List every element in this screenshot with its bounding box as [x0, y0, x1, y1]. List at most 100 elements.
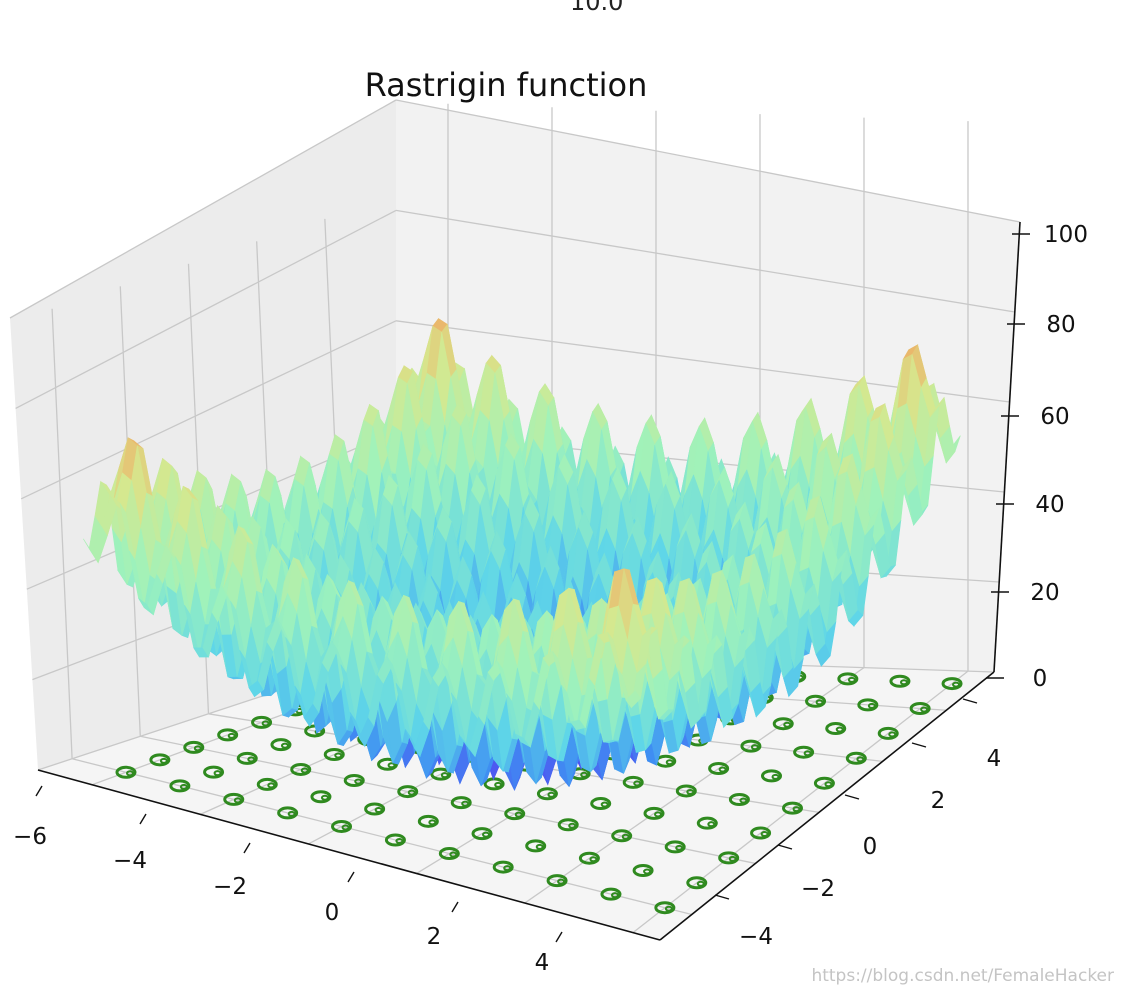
x-tick-label: 4: [535, 950, 550, 976]
contour-ring: [793, 745, 815, 759]
contour-ring: [514, 811, 523, 818]
contour-ring: [760, 830, 769, 837]
contour-ring: [440, 772, 449, 779]
contour-ring: [334, 752, 343, 759]
contour-ring: [600, 801, 609, 808]
contour-ring: [428, 819, 437, 826]
surface-facet: [625, 690, 641, 709]
contour-ring: [654, 901, 676, 915]
contour-ring: [304, 724, 326, 738]
grid-line-x-floor: [632, 670, 969, 934]
floor-pane: [38, 652, 994, 940]
contour-ring: [771, 773, 780, 780]
contour-ring: [899, 679, 908, 686]
contour-ring: [364, 802, 386, 816]
contour-ring: [633, 780, 642, 787]
contour-ring: [707, 821, 716, 828]
contour-ring: [310, 790, 332, 804]
z-tick-label: 40: [1035, 492, 1064, 518]
contour-ring: [395, 838, 404, 845]
contour-ring: [761, 769, 783, 783]
x-tick-mark: [243, 842, 251, 854]
x-tick-label: 2: [427, 924, 442, 950]
x-tick-label: −2: [213, 874, 247, 900]
y-tick-label: 2: [931, 788, 946, 814]
contour-ring: [611, 829, 633, 843]
contour-ring: [909, 701, 931, 715]
y-tick-label: −4: [739, 924, 773, 950]
contour-ring: [728, 855, 737, 862]
contour-ring: [504, 807, 526, 821]
contour-ring: [277, 806, 299, 820]
contour-ring: [728, 793, 750, 807]
contour-ring: [580, 771, 589, 778]
contour-ring: [280, 742, 289, 749]
x-tick-label: −4: [113, 848, 147, 874]
contour-ring: [750, 826, 772, 840]
contour-ring: [792, 806, 801, 813]
contour-ring: [203, 765, 225, 779]
grid-line-x-floor: [524, 667, 865, 904]
contour-ring: [686, 876, 708, 890]
contour-ring: [483, 777, 505, 791]
contour-ring: [610, 892, 619, 899]
contour-ring: [183, 740, 205, 754]
grid-line-z-right: [395, 99, 1021, 223]
contour-ring: [300, 767, 309, 774]
x-axis-line: [37, 769, 661, 941]
contour-ring: [323, 747, 345, 761]
contour-ring: [374, 807, 383, 814]
contour-ring: [772, 717, 794, 731]
contour-ring: [632, 864, 654, 878]
grid-line-y-back: [51, 308, 73, 759]
x-tick-mark: [555, 931, 563, 943]
contour-ring: [920, 706, 929, 713]
contour-ring: [287, 810, 296, 817]
contour-ring: [941, 677, 963, 691]
contour-ring: [354, 778, 363, 785]
contour-ring: [270, 738, 292, 752]
contour-ring: [568, 822, 577, 829]
contour-ring: [557, 878, 566, 885]
z-tick-label: 0: [1033, 666, 1048, 692]
contour-ring: [213, 770, 222, 777]
contour-ring: [952, 681, 961, 688]
contour-ring: [546, 874, 568, 888]
y-tick-mark: [844, 794, 860, 800]
grid-line-z-left: [15, 209, 397, 409]
contour-ring: [341, 824, 350, 831]
contour-ring: [815, 699, 824, 706]
x-tick-mark: [347, 871, 355, 883]
contour-ring: [236, 751, 258, 765]
grid-line-y-floor: [140, 735, 756, 865]
contour-ring: [877, 726, 899, 740]
contour-ring: [643, 806, 665, 820]
contour-ring: [247, 756, 256, 763]
contour-ring: [664, 840, 686, 854]
contour-ring: [665, 759, 674, 766]
contour-ring: [536, 787, 558, 801]
chart-title: Rastrigin function: [365, 66, 648, 104]
contour-ring: [675, 844, 684, 851]
contour-ring: [525, 839, 547, 853]
contour-ring: [261, 720, 270, 727]
contour-ring: [600, 887, 622, 901]
contour-ring: [290, 762, 312, 776]
contour-ring: [557, 818, 579, 832]
contour-ring: [471, 827, 493, 841]
y-tick-mark: [962, 698, 978, 704]
contour-ring: [267, 782, 276, 789]
contour-ring: [889, 674, 911, 688]
z-tick-label: 100: [1044, 222, 1088, 248]
contour-ring: [256, 777, 278, 791]
contour-ring: [417, 814, 439, 828]
contour-ring: [643, 868, 652, 875]
contour-ring: [783, 721, 792, 728]
x-tick-label: 0: [325, 900, 340, 926]
contour-ring: [407, 789, 416, 796]
contour-ring: [535, 843, 544, 850]
contour-ring: [837, 672, 859, 686]
contour-ring: [251, 715, 273, 729]
contour-ring: [578, 851, 600, 865]
